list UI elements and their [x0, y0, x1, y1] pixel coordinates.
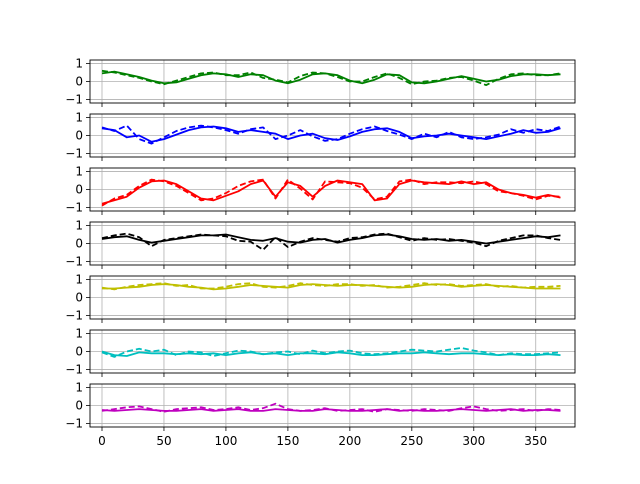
- y-tick-label: 1: [75, 381, 83, 395]
- y-tick-label: −1: [65, 200, 83, 214]
- series-line-2-solid: [101, 125, 561, 143]
- series-line-7-solid: [101, 408, 561, 412]
- y-tick-label: 0: [75, 75, 83, 89]
- y-tick-label: 0: [75, 237, 83, 251]
- x-tick-label: 150: [276, 434, 299, 448]
- x-tick-label: 0: [98, 434, 106, 448]
- series-line-5-solid: [102, 283, 561, 291]
- series-line-7-dashed: [101, 402, 561, 413]
- series-line-5-dashed: [101, 282, 561, 291]
- y-tick-label: 1: [75, 219, 83, 233]
- y-tick-label: −1: [65, 146, 83, 160]
- y-tick-label: 1: [75, 273, 83, 287]
- series-line-3-solid: [101, 179, 561, 205]
- y-tick-label: 1: [75, 111, 83, 125]
- y-tick-label: 1: [75, 165, 83, 179]
- x-tick-label: 350: [524, 434, 547, 448]
- y-tick-label: 0: [75, 345, 83, 359]
- x-tick-label: 50: [156, 434, 171, 448]
- x-tick-label: 200: [338, 434, 361, 448]
- x-tick-label: 300: [462, 434, 485, 448]
- y-tick-label: 1: [75, 327, 83, 341]
- y-tick-label: −1: [65, 308, 83, 322]
- y-tick-label: 0: [75, 183, 83, 197]
- x-tick-label: 250: [400, 434, 423, 448]
- y-tick-label: 0: [75, 399, 83, 413]
- y-tick-label: −1: [65, 254, 83, 268]
- series-line-1-dashed: [101, 69, 561, 86]
- y-tick-label: 0: [75, 129, 83, 143]
- series-line-6-dashed: [101, 346, 561, 358]
- series-line-4-dashed: [101, 232, 561, 251]
- y-tick-label: −1: [65, 416, 83, 430]
- y-tick-label: −1: [65, 362, 83, 376]
- x-tick-label: 100: [214, 434, 237, 448]
- series-line-3-dashed: [101, 178, 561, 207]
- y-tick-label: −1: [65, 92, 83, 106]
- series-line-2-dashed: [101, 124, 561, 145]
- y-tick-label: 1: [75, 57, 83, 71]
- y-tick-label: 0: [75, 291, 83, 305]
